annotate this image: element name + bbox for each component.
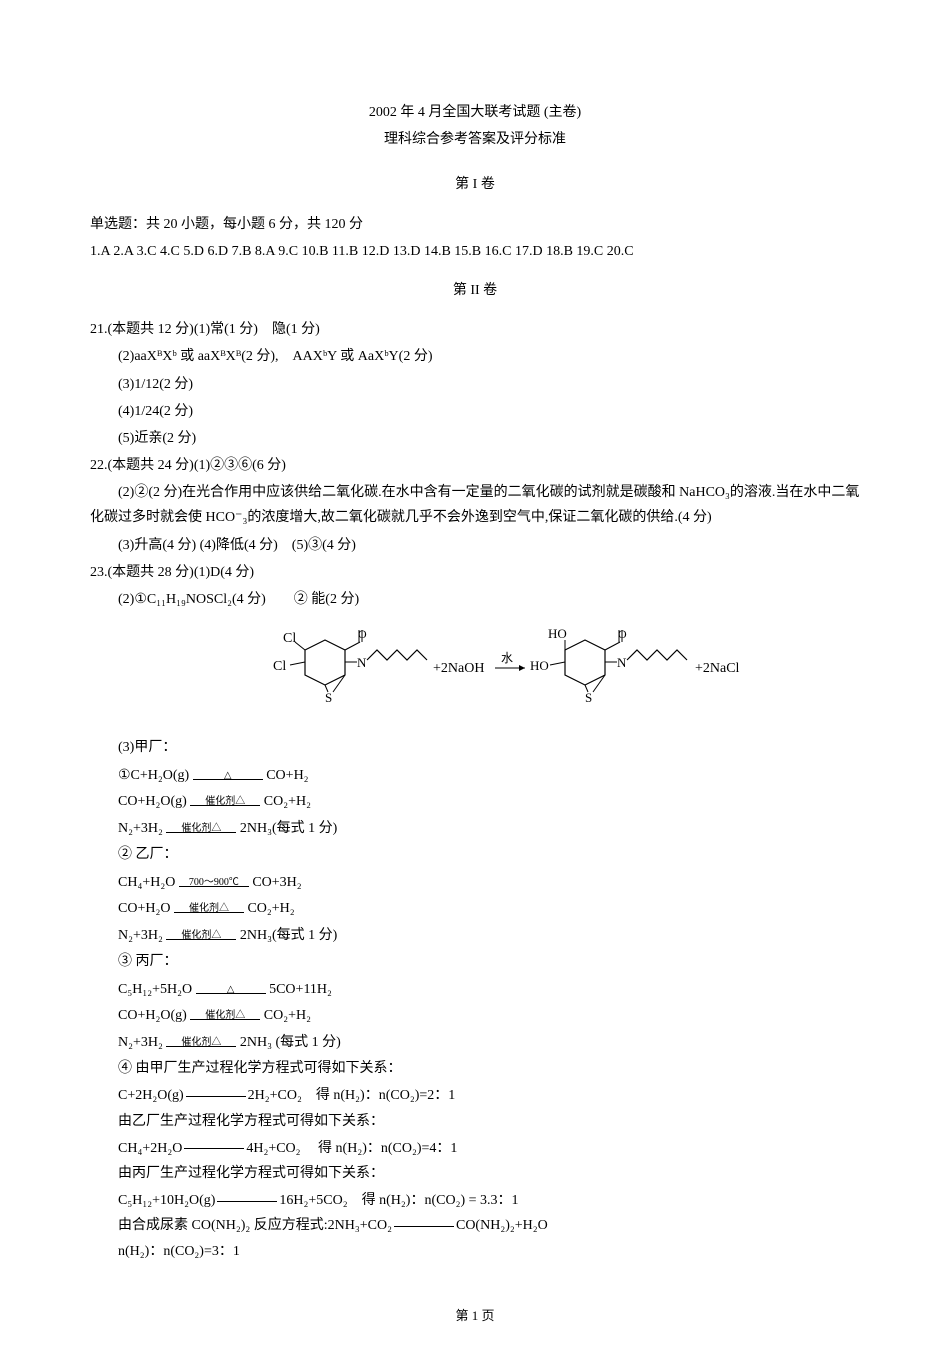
- jia-l2-right: CO₂+H₂: [264, 794, 311, 809]
- q21-p2: (2)aaXᴮXᵇ 或 aaXᴮXᴮ(2 分), AAXᵇY 或 AaXᵇY(2…: [90, 344, 860, 369]
- yi-eq1: CH₄+H₂O 700～900℃ CO+3H₂: [118, 870, 860, 897]
- page-footer: 第 1 页: [90, 1304, 860, 1327]
- part4-eq2-right: 4H₂+CO₂ 得 n(H₂)：n(CO₂)=4：1: [246, 1141, 457, 1156]
- jia-eq2: CO+H₂O(g) 催化剂△ CO₂+H₂: [118, 789, 860, 816]
- bing-l3-right: 2NH₃ (每式 1 分): [240, 1035, 341, 1050]
- q23-header: 23.(本题共 28 分)(1)D(4 分): [90, 560, 860, 585]
- bing-eq1: C₅H₁₂+5H₂O △ 5CO+11H₂: [118, 977, 860, 1004]
- yi-l3-left: N₂+3H₂: [118, 928, 163, 943]
- jia-l1-right: CO+H₂: [266, 768, 308, 783]
- title-line-1: 2002 年 4 月全国大联考试题 (主卷): [90, 100, 860, 125]
- part4-eq1-right: 2H₂+CO₂ 得 n(H₂)：n(CO₂)=2：1: [248, 1088, 456, 1103]
- part4-line2: 由乙厂生产过程化学方程式可得如下关系：: [118, 1109, 860, 1134]
- water-label: 水: [501, 651, 513, 665]
- yi-l1-right: CO+3H₂: [252, 875, 301, 890]
- cl-label-2: Cl: [273, 659, 286, 674]
- arrow-icon: [186, 1096, 246, 1097]
- part4-line3: 由丙厂生产过程化学方程式可得如下关系：: [118, 1161, 860, 1186]
- arrow-icon: [217, 1201, 277, 1202]
- yi-l1-left: CH₄+H₂O: [118, 875, 175, 890]
- q22-header: 22.(本题共 24 分)(1)②③⑥(6 分): [90, 453, 860, 478]
- q21-header: 21.(本题共 12 分)(1)常(1 分) 隐(1 分): [90, 317, 860, 342]
- jia-eq1: ①C+H₂O(g) △ CO+H₂: [118, 763, 860, 790]
- part4-eq2: CH₄+2H₂O 4H₂+CO₂ 得 n(H₂)：n(CO₂)=4：1: [118, 1136, 860, 1161]
- s-label-1: S: [325, 690, 332, 705]
- yi-eq3: N₂+3H₂ 催化剂△ 2NH₃(每式 1 分): [118, 923, 860, 950]
- part4-line4-left: 由合成尿素 CO(NH₂)₂ 反应方程式:2NH₃+CO₂: [118, 1218, 392, 1233]
- jia-l2-left: CO+H₂O(g): [118, 794, 187, 809]
- bing-l2-right: CO₂+H₂: [264, 1008, 311, 1023]
- jia-l3-right: 2NH₃(每式 1 分): [240, 821, 337, 836]
- bing-l1-right: 5CO+11H₂: [269, 982, 332, 997]
- jia-l3-left: N₂+3H₂: [118, 821, 163, 836]
- bing-l3-left: N₂+3H₂: [118, 1035, 163, 1050]
- yi-l2-left: CO+H₂O: [118, 901, 170, 916]
- arrow-icon: [394, 1226, 454, 1227]
- q22-p3: (3)升高(4 分) (4)降低(4 分) (5)③(4 分): [90, 533, 860, 558]
- yi-eq2: CO+H₂O 催化剂△ CO₂+H₂: [118, 896, 860, 923]
- nacl-label: +2NaCl: [695, 661, 740, 676]
- cl-label-1: Cl: [283, 631, 296, 646]
- q21-p5: (5)近亲(2 分): [90, 426, 860, 451]
- s-label-2: S: [585, 690, 592, 705]
- part4-line5: n(H₂)：n(CO₂)=3：1: [118, 1239, 860, 1264]
- part4-eq1: C+2H₂O(g) 2H₂+CO₂ 得 n(H₂)：n(CO₂)=2：1: [118, 1083, 860, 1108]
- jia-eq3: N₂+3H₂ 催化剂△ 2NH₃(每式 1 分): [118, 816, 860, 843]
- naoh-label: +2NaOH: [433, 661, 484, 676]
- arrow-icon: [184, 1148, 244, 1149]
- part4-eq3: C₅H₁₂+10H₂O(g) 16H₂+5CO₂ 得 n(H₂)：n(CO₂) =…: [118, 1188, 860, 1213]
- part4-line4: 由合成尿素 CO(NH₂)₂ 反应方程式:2NH₃+CO₂ CO(NH₂)₂+H₂…: [118, 1213, 860, 1238]
- part4-eq3-right: 16H₂+5CO₂ 得 n(H₂)：n(CO₂) = 3.3：1: [279, 1193, 518, 1208]
- n-label-2: N: [617, 655, 627, 670]
- part4-eq1-left: C+2H₂O(g): [118, 1088, 184, 1103]
- q22-p2: (2)②(2 分)在光合作用中应该供给二氧化碳.在水中含有一定量的二氧化碳的试剂…: [90, 480, 860, 530]
- part4-eq2-left: CH₄+2H₂O: [118, 1141, 182, 1156]
- part4-eq3-left: C₅H₁₂+10H₂O(g): [118, 1193, 215, 1208]
- mc-answers: 1.A 2.A 3.C 4.C 5.D 6.D 7.B 8.A 9.C 10.B…: [90, 239, 860, 264]
- paper-1-title: 第 I 卷: [90, 172, 860, 197]
- q23-p3-label: (3)甲厂：: [118, 735, 860, 760]
- yi-l1-cond: 700～900℃: [179, 878, 249, 888]
- paper-2-title: 第 II 卷: [90, 278, 860, 303]
- yi-l2-right: CO₂+H₂: [247, 901, 294, 916]
- bing-l1-left: C₅H₁₂+5H₂O: [118, 982, 192, 997]
- q21-p3: (3)1/12(2 分): [90, 372, 860, 397]
- title-line-2: 理科综合参考答案及评分标准: [90, 127, 860, 152]
- yi-l3-right: 2NH₃(每式 1 分): [240, 928, 337, 943]
- ho-label-1: HO: [530, 658, 549, 673]
- q23-p2: (2)①C₁₁H₁₉NOSCl₂(4 分) ② 能(2 分): [90, 587, 860, 612]
- jia-l1-left: ①C+H₂O(g): [118, 768, 189, 783]
- n-label-1: N: [357, 655, 367, 670]
- bing-eq3: N₂+3H₂ 催化剂△ 2NH₃ (每式 1 分): [118, 1030, 860, 1057]
- chemical-structure-diagram: Cl Cl O N S +2NaOH 水 HO HO O N: [90, 620, 860, 719]
- bing-label: ③ 丙厂：: [118, 949, 860, 974]
- mc-intro: 单选题：共 20 小题，每小题 6 分，共 120 分: [90, 212, 860, 237]
- q21-p4: (4)1/24(2 分): [90, 399, 860, 424]
- part4-line4-right: CO(NH₂)₂+H₂O: [456, 1218, 548, 1233]
- part4-intro: ④ 由甲厂生产过程化学方程式可得如下关系：: [118, 1056, 860, 1081]
- bing-eq2: CO+H₂O(g) 催化剂△ CO₂+H₂: [118, 1003, 860, 1030]
- ho-label-2: HO: [548, 626, 567, 641]
- yi-label: ② 乙厂：: [118, 842, 860, 867]
- bing-l2-left: CO+H₂O(g): [118, 1008, 187, 1023]
